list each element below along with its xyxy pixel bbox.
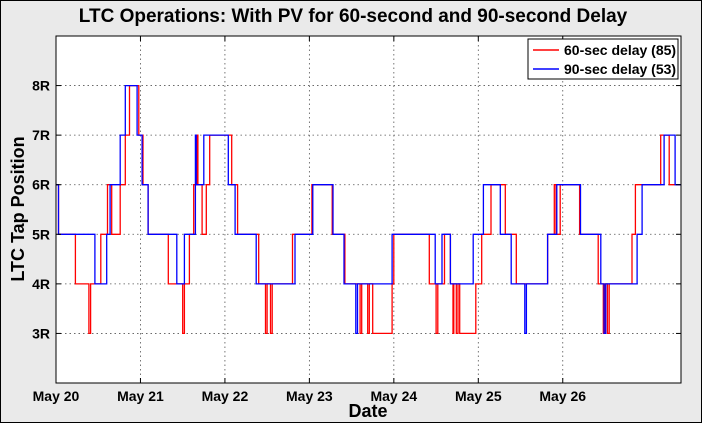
legend: 60-sec delay (85) 90-sec delay (53)	[527, 38, 679, 80]
y-axis-label: LTC Tap Position	[8, 136, 28, 281]
x-tick-label: May 20	[33, 388, 80, 404]
x-tick-label: May 21	[117, 388, 164, 404]
y-tick-label: 6R	[32, 177, 50, 193]
axis-ticks: May 20 May 21 May 22 May 23 May 24 May 25 May …	[32, 36, 681, 404]
y-tick-label: 8R	[32, 78, 50, 94]
y-tick-label: 4R	[32, 276, 50, 292]
legend-label-90-sec: 90-sec delay (53)	[564, 61, 676, 77]
y-tick-label: 7R	[32, 127, 50, 143]
plot-area	[56, 36, 681, 383]
legend-box	[527, 38, 679, 80]
chart-title: LTC Operations: With PV for 60-second an…	[79, 6, 628, 27]
y-tick-label: 3R	[32, 325, 50, 341]
y-tick-label: 5R	[32, 226, 50, 242]
x-tick-label: May 26	[539, 388, 586, 404]
x-tick-label: May 25	[455, 388, 502, 404]
plot-border	[55, 35, 682, 384]
legend-label-60-sec: 60-sec delay (85)	[564, 42, 676, 58]
x-tick-label: May 23	[286, 388, 333, 404]
series-line-90-sec	[56, 84, 681, 335]
grid	[56, 36, 681, 383]
x-axis-label: Date	[348, 401, 387, 421]
series-group	[56, 84, 681, 335]
x-tick-label: May 24	[370, 388, 417, 404]
x-tick-label: May 22	[202, 388, 249, 404]
